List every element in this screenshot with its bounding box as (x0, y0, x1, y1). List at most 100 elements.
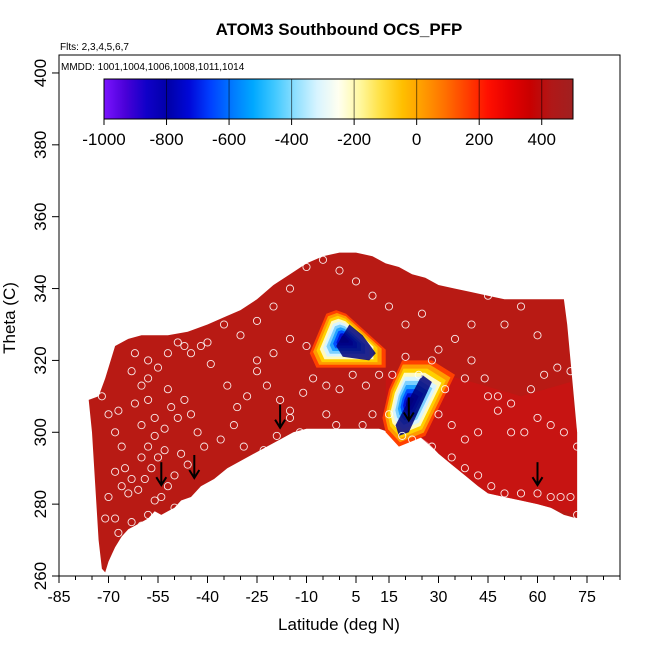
colorbar-tick-label: -1000 (82, 130, 125, 149)
sample-point (252, 367, 262, 376)
sample-point (111, 514, 120, 523)
sample-point (302, 435, 311, 444)
arrow-head (155, 476, 168, 488)
y-tick-label: 380 (31, 131, 50, 159)
sample-point (351, 277, 361, 286)
sample-point (163, 385, 172, 394)
sample-point (206, 359, 215, 369)
sample-point (144, 395, 153, 404)
sample-point (124, 489, 133, 498)
anomaly-core (336, 324, 376, 361)
sample-point (127, 518, 136, 527)
x-tick-label: 15 (380, 589, 398, 606)
sample-point (229, 421, 238, 430)
sample-point (483, 291, 493, 300)
sample-point (101, 514, 110, 523)
sample-point (177, 449, 186, 458)
x-tick-label: -55 (146, 589, 169, 606)
sample-point (252, 356, 262, 365)
sample-point (144, 356, 153, 365)
x-axis-label: Latitude (deg N) (278, 615, 400, 634)
sample-point (97, 392, 106, 401)
colorbar-tick-label: 200 (465, 130, 493, 149)
sample-point (401, 352, 410, 361)
x-tick-label: 75 (578, 589, 596, 606)
sample-point (533, 413, 542, 422)
sample-point (173, 338, 182, 347)
sample-point (573, 510, 582, 519)
sample-point (546, 421, 555, 430)
colorbar-tick-label: -800 (150, 130, 184, 149)
x-tick-label: -25 (245, 589, 268, 606)
sample-point (153, 453, 163, 462)
sample-point (239, 442, 248, 451)
sample-point (104, 410, 113, 419)
sample-point (236, 331, 245, 340)
sample-point (127, 367, 136, 376)
field-envelope (88, 252, 578, 573)
y-tick-label: 260 (31, 562, 50, 590)
x-tick-label: 60 (529, 589, 547, 606)
sample-point (186, 349, 196, 358)
sample-point (500, 320, 509, 329)
down-arrow (188, 454, 201, 480)
sample-point (312, 439, 321, 448)
sample-point (163, 482, 172, 491)
sample-point (223, 381, 232, 390)
sample-point (460, 464, 469, 473)
sample-point (322, 381, 331, 390)
sample-point (427, 442, 436, 451)
sample-point (285, 284, 295, 293)
sample-point (566, 367, 575, 376)
y-tick-label: 400 (31, 59, 50, 87)
sample-point (556, 492, 565, 502)
sample-point (160, 424, 169, 433)
sample-point (216, 435, 225, 444)
sample-point (150, 413, 159, 422)
arrow-head (188, 469, 201, 480)
sample-point (546, 492, 555, 502)
x-tick-label: 45 (479, 589, 497, 606)
sample-point (401, 320, 410, 329)
sample-point (345, 431, 354, 440)
sample-point (474, 471, 483, 480)
sample-point (134, 485, 143, 494)
sample-point (467, 320, 476, 329)
sample-point (299, 388, 308, 397)
sample-point (127, 474, 136, 484)
sample-point (104, 492, 113, 502)
sample-point (332, 421, 341, 430)
sample-point (111, 467, 120, 476)
sample-point (325, 442, 334, 451)
sample-point (117, 482, 126, 491)
sample-point (384, 410, 394, 419)
colorbar-tick-label: -400 (275, 130, 309, 149)
sample-point (533, 331, 542, 340)
sample-point (144, 510, 153, 519)
y-tick-label: 340 (31, 274, 50, 302)
chart-title: ATOM3 Southbound OCS_PFP (216, 20, 463, 39)
sample-point (137, 453, 146, 462)
sample-point (322, 410, 331, 419)
sample-point (160, 446, 169, 455)
sample-point (480, 374, 489, 383)
down-arrow (274, 404, 286, 430)
sample-point (117, 546, 126, 555)
sample-point (351, 449, 361, 458)
down-arrow (155, 462, 168, 488)
y-tick-label: 360 (31, 203, 50, 231)
sample-point (285, 406, 295, 415)
sample-point (295, 428, 304, 437)
sample-point (450, 334, 460, 343)
sample-point (269, 349, 278, 358)
sample-point (507, 428, 516, 437)
sample-point (186, 410, 196, 419)
sample-point (276, 395, 285, 404)
sample-point (533, 489, 542, 498)
sample-point (388, 370, 397, 379)
sample-point (114, 528, 123, 537)
colorbar: -1000 -800 -600 -400 -200 0 200 400 (82, 78, 574, 149)
sample-point (566, 492, 575, 502)
x-axis: -85 -70 -55 -40 -25 -10 5 15 30 45 60 75 (47, 576, 621, 606)
